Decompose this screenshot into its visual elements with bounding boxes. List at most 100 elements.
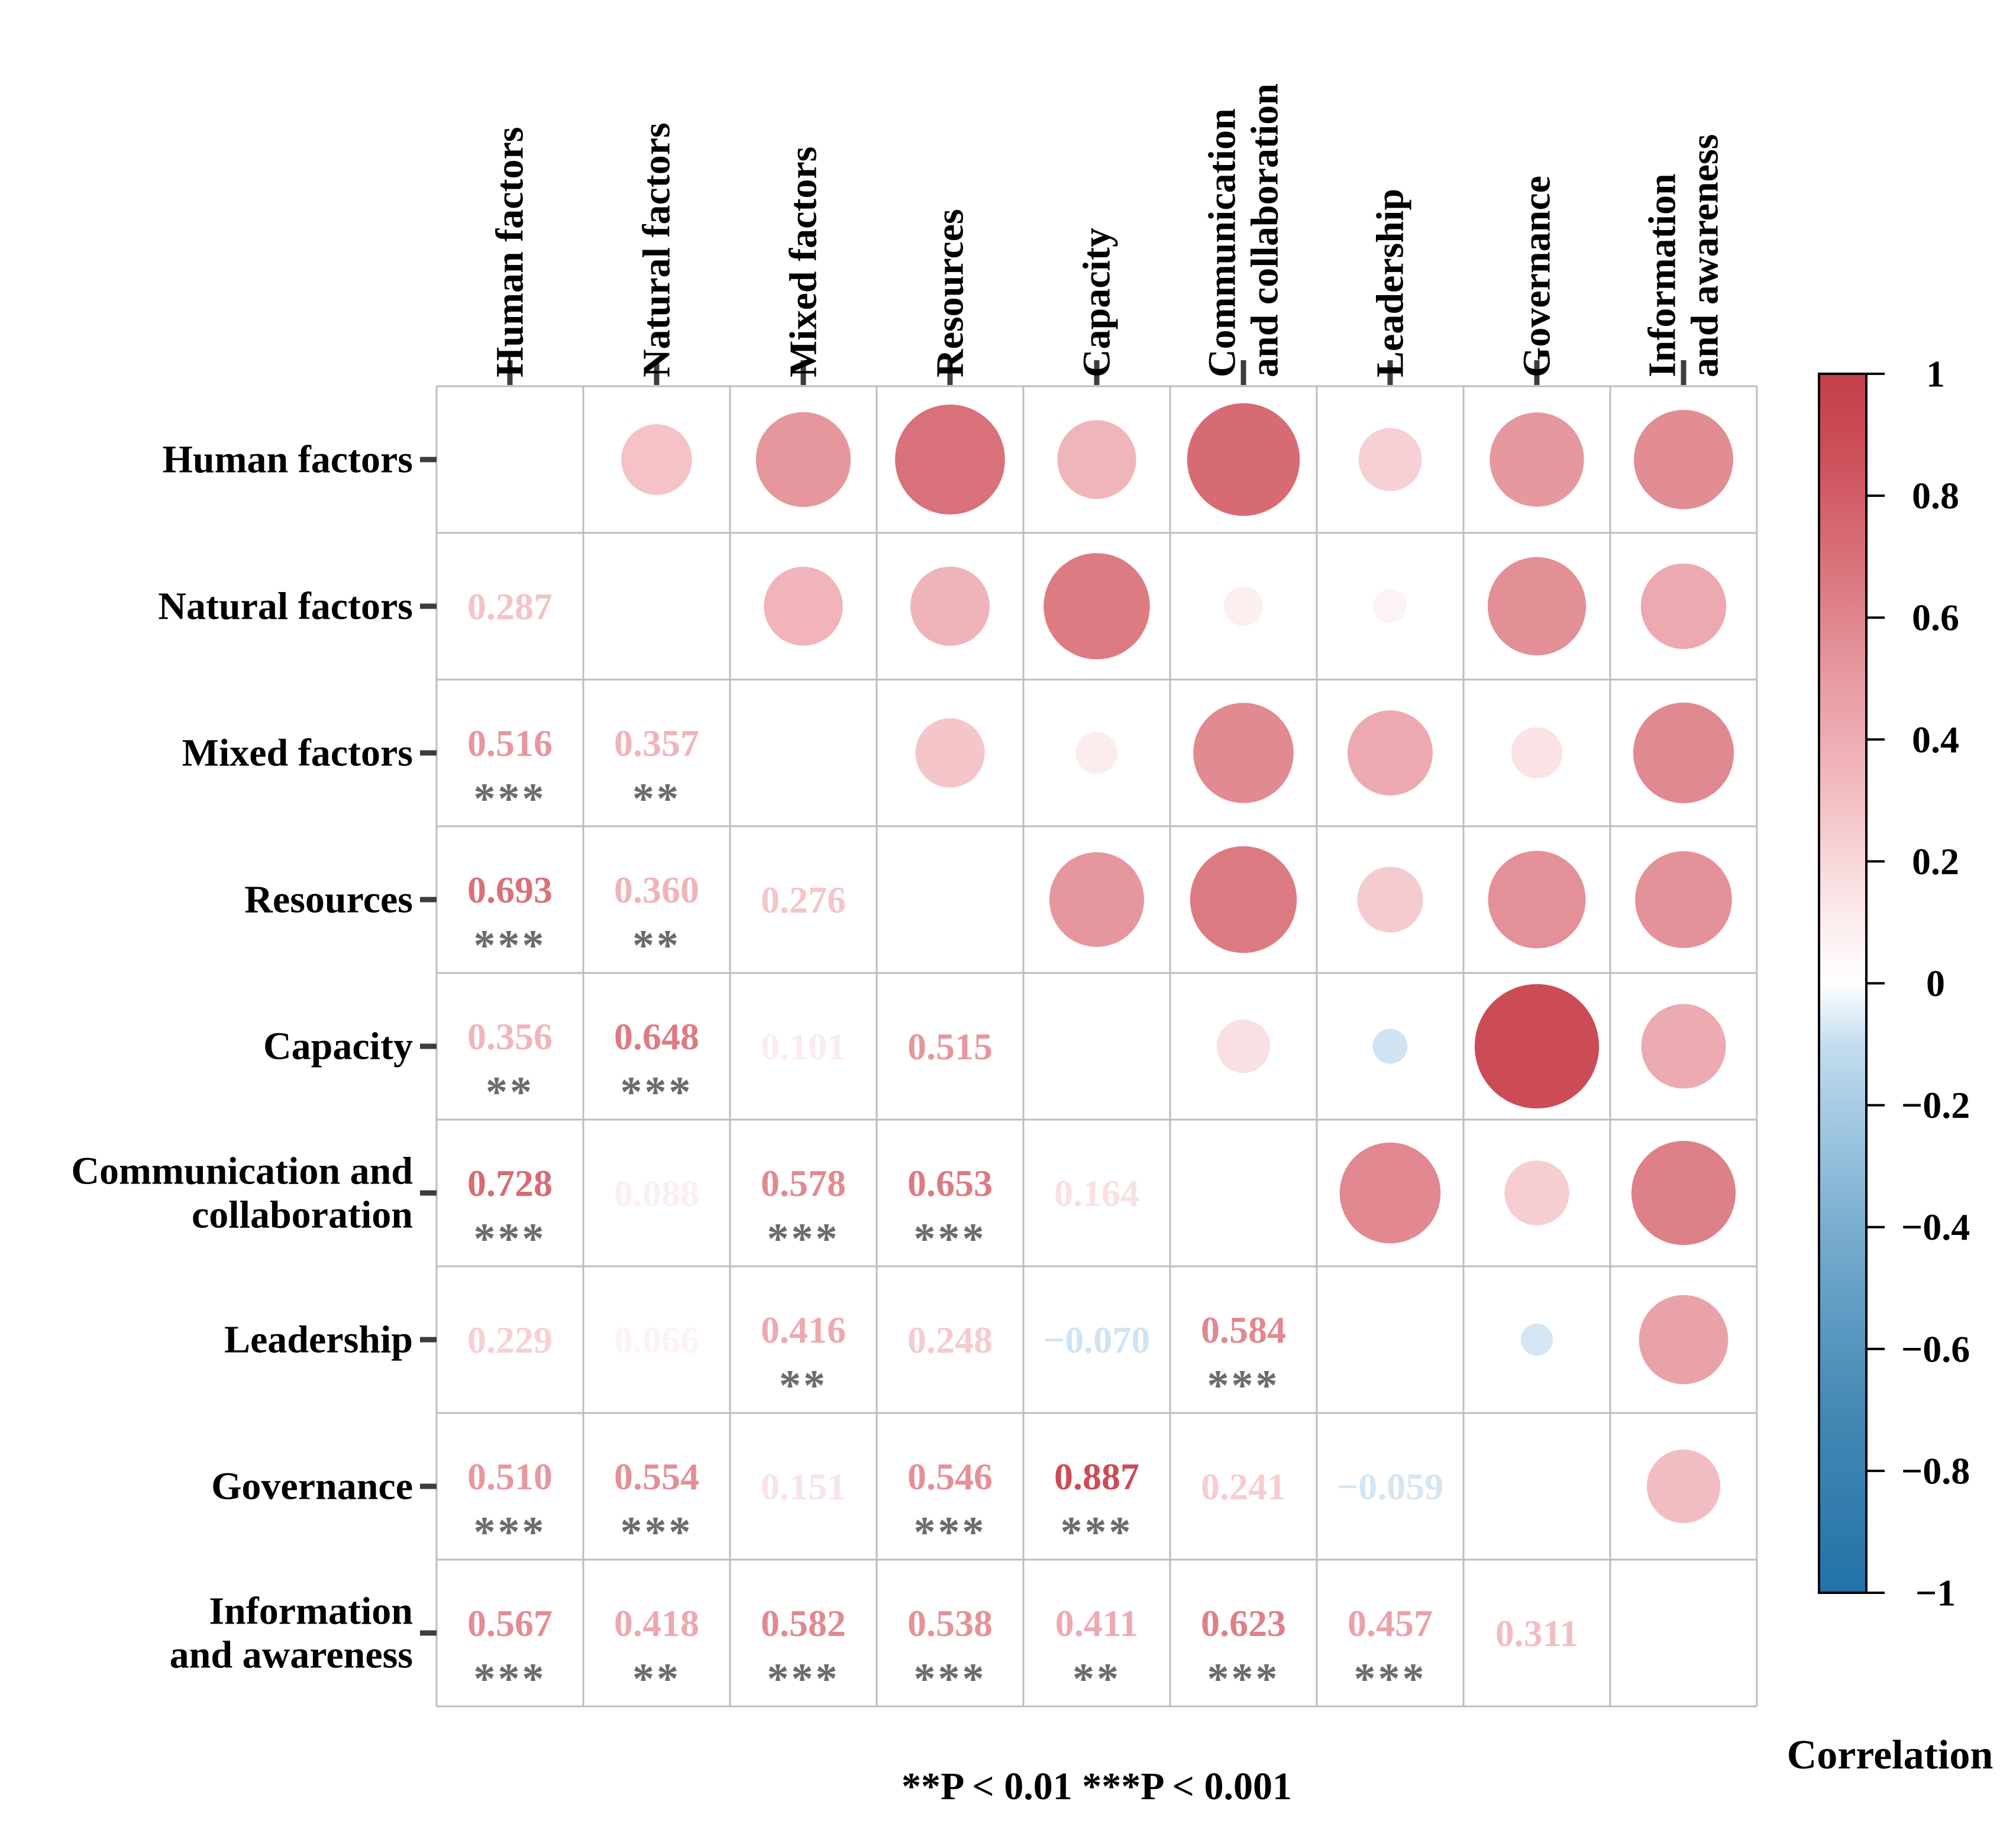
correlation-circle [1373, 589, 1407, 623]
colorbar-tick-label: 0.8 [1912, 475, 1959, 517]
top-axis-tick [507, 360, 513, 385]
correlation-value: 0.578 [761, 1162, 846, 1204]
colorbar-tick-label: 0.6 [1912, 597, 1959, 639]
correlation-value: 0.584 [1201, 1309, 1286, 1351]
correlation-circle [1049, 852, 1145, 948]
row-label: Human factors [163, 438, 413, 481]
correlation-value: 0.457 [1348, 1602, 1433, 1644]
correlation-circle [1640, 563, 1727, 649]
correlation-value: −0.059 [1337, 1466, 1443, 1508]
significance-stars: *** [767, 1655, 840, 1703]
correlation-value: 0.411 [1055, 1602, 1138, 1644]
colorbar-tick-label: 0.2 [1912, 840, 1959, 882]
significance-stars: ** [632, 921, 681, 970]
correlation-value: 0.066 [614, 1319, 699, 1361]
significance-stars: *** [914, 1215, 987, 1263]
row-label: Communication and [71, 1150, 413, 1193]
correlation-value: 0.164 [1054, 1172, 1139, 1214]
correlation-value: −0.070 [1043, 1319, 1150, 1361]
correlation-value: 0.653 [907, 1162, 993, 1204]
column-label: Resources [929, 209, 972, 377]
left-axis-tick [420, 1630, 437, 1636]
column-label: Human factors [489, 127, 532, 377]
correlation-circle [895, 405, 1005, 515]
correlation-circle [1633, 702, 1734, 804]
correlation-value: 0.356 [467, 1016, 553, 1058]
correlation-circle [1641, 1004, 1726, 1089]
colorbar: 1 0.8 0.6 0.4 0.2 0 −0.2 −0.4 −0.6 −0.8 −1 [1818, 353, 1970, 1614]
correlation-value: 0.151 [761, 1466, 846, 1508]
correlation-value: 0.357 [614, 722, 699, 764]
significance-stars: *** [621, 1508, 693, 1557]
colorbar-tick-label: −0.6 [1901, 1328, 1970, 1370]
correlation-circle [915, 718, 985, 788]
left-axis-tick [420, 1337, 437, 1343]
correlation-value: 0.416 [761, 1309, 846, 1351]
colorbar-tick-label: −1 [1915, 1572, 1956, 1614]
correlation-value: 0.693 [467, 869, 553, 911]
correlation-value: 0.287 [467, 586, 553, 628]
significance-stars: *** [1061, 1508, 1133, 1557]
left-axis-tick [420, 1483, 437, 1489]
correlation-value: 0.311 [1495, 1612, 1578, 1654]
significance-stars: *** [621, 1068, 693, 1117]
correlation-circle [1348, 710, 1433, 796]
column-label: Communication [1201, 108, 1244, 377]
row-label: Capacity [263, 1025, 413, 1068]
correlation-value: 0.648 [614, 1016, 699, 1058]
correlation-values: 0.287 0.516 *** 0.357 ** 0.693 *** 0.360 ** 0.276… [467, 586, 1578, 1703]
significance-stars: *** [1207, 1655, 1280, 1703]
left-axis-tick [420, 603, 437, 609]
correlation-circle [1635, 851, 1732, 948]
correlation-value: 0.229 [467, 1319, 553, 1361]
column-label: and awareness [1684, 134, 1727, 377]
correlation-value: 0.623 [1201, 1602, 1286, 1644]
significance-stars: *** [474, 1508, 547, 1557]
axis-ticks [420, 360, 1687, 1636]
left-axis-tick [420, 897, 437, 903]
significance-stars: ** [632, 775, 681, 823]
significance-stars: *** [1207, 1362, 1280, 1410]
column-label: Information [1641, 173, 1684, 377]
row-label: Resources [244, 878, 413, 921]
colorbar-tick-label: −0.8 [1901, 1450, 1970, 1492]
significance-stars: *** [767, 1215, 840, 1263]
significance-footnote: **P < 0.01 ***P < 0.001 [902, 1765, 1292, 1808]
column-label: Natural factors [635, 122, 679, 377]
column-label: Governance [1516, 176, 1559, 377]
correlation-circle [1057, 420, 1136, 499]
correlation-value: 0.554 [614, 1456, 699, 1498]
top-axis-tick [1094, 360, 1100, 385]
correlation-value: 0.538 [907, 1602, 993, 1644]
correlation-value: 0.728 [467, 1162, 553, 1204]
correlation-value: 0.248 [907, 1319, 993, 1361]
correlation-circle [1339, 1142, 1441, 1244]
correlation-value: 0.276 [761, 879, 846, 921]
row-label: Information [209, 1590, 413, 1633]
colorbar-tick-label: 0.4 [1912, 719, 1959, 761]
top-axis-tick [1534, 360, 1540, 385]
correlation-circle [1357, 866, 1423, 933]
significance-stars: *** [474, 775, 547, 823]
correlation-value: 0.360 [614, 869, 699, 911]
top-axis-tick [1240, 360, 1246, 385]
correlation-circles [621, 403, 1736, 1524]
top-axis-tick [800, 360, 806, 385]
correlation-circle [764, 567, 843, 646]
left-axis-tick [420, 1043, 437, 1049]
significance-stars: *** [474, 1215, 547, 1263]
correlation-value: 0.241 [1201, 1466, 1286, 1508]
top-axis-tick [1681, 360, 1687, 385]
significance-stars: ** [1072, 1655, 1121, 1703]
column-label: Leadership [1369, 189, 1412, 377]
row-label: Governance [211, 1465, 413, 1508]
correlation-circle [1646, 1449, 1721, 1524]
significance-stars: ** [632, 1655, 681, 1703]
correlation-circle [1511, 727, 1563, 779]
correlation-value: 0.515 [907, 1026, 993, 1068]
left-axis-tick [420, 1190, 437, 1196]
column-label: Mixed factors [782, 147, 825, 377]
correlation-value: 0.582 [761, 1602, 846, 1644]
correlation-circle [1488, 851, 1586, 949]
